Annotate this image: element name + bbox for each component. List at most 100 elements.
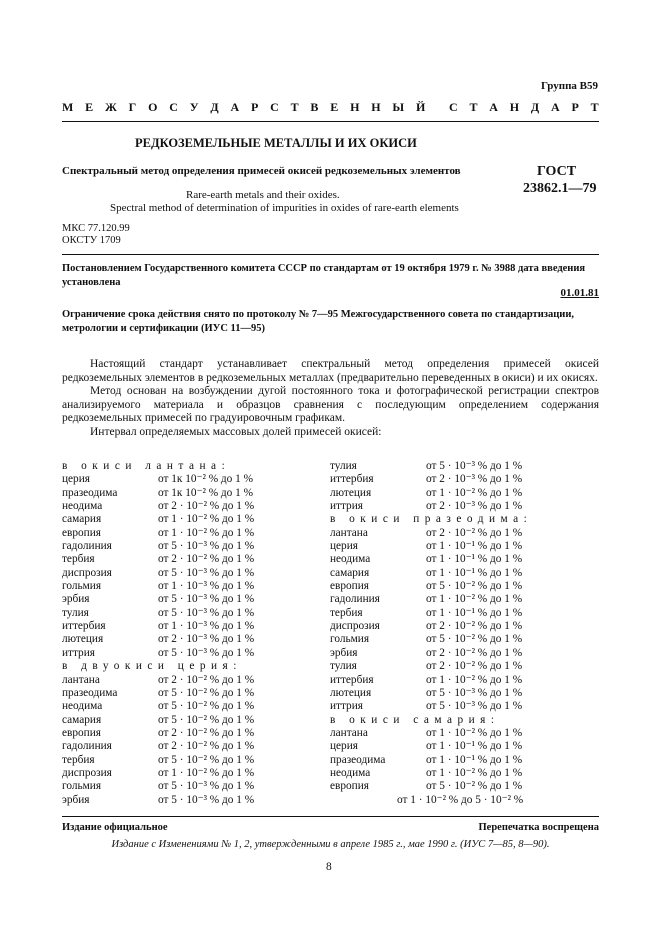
range-text: от 5 · 10⁻² % до 1 % <box>158 753 255 766</box>
element-name: иттербия <box>62 620 106 633</box>
range-text: от 5 · 10⁻³ % до 1 % <box>158 780 255 793</box>
range-text: от 1 · 10⁻² % до 1 % <box>158 766 255 779</box>
list-item: иттрия от 5 · 10⁻³ % до 1 % <box>62 647 302 660</box>
heading-letter: Н <box>350 100 360 114</box>
heading-letter: Т <box>290 100 299 114</box>
list-item: лютеция от 1 · 10⁻² % до 1 % <box>330 487 570 500</box>
range-text: от 1 · 10⁻³ % до 1 % <box>158 620 255 633</box>
document-title: РЕДКОЗЕМЕЛЬНЫЕ МЕТАЛЛЫ И ИХ ОКИСИ <box>135 136 417 150</box>
list-item: от 1 · 10⁻² % до 5 · 10⁻² % <box>330 794 570 807</box>
range-text: от 5 · 10⁻² % до 1 % <box>158 713 255 726</box>
element-name: европия <box>62 726 101 739</box>
element-name: лантана <box>330 726 368 739</box>
range-text: от 1 · 10⁻¹ % до 1 % <box>426 740 523 753</box>
list-item: церия от 1 · 10⁻¹ % до 1 % <box>330 740 570 753</box>
range-text: от 2 · 10⁻³ % до 1 % <box>426 473 523 486</box>
list-item: самария от 5 · 10⁻² % до 1 % <box>62 714 302 727</box>
heading-letter: Й <box>415 100 426 114</box>
heading-letter: Т <box>469 100 478 114</box>
range-text: от 2 · 10⁻² % до 1 % <box>426 526 523 539</box>
list-item: тулия от 2 · 10⁻² % до 1 % <box>330 660 570 673</box>
okstu-code: ОКСТУ 1709 <box>62 235 121 246</box>
range-text: от 2 · 10⁻² % до 1 % <box>426 660 523 673</box>
element-name: лютеция <box>330 686 372 699</box>
page-number: 8 <box>326 861 332 873</box>
edition-note: Издание с Изменениями № 1, 2, утвержденн… <box>111 839 550 850</box>
range-text: от 5 · 10⁻³ % до 1 % <box>426 700 523 713</box>
element-name: эрбия <box>62 793 90 806</box>
list-item: диспрозия от 2 · 10⁻² % до 1 % <box>330 620 570 633</box>
introduction-date: 01.01.81 <box>560 287 600 299</box>
list-item: лантана от 2 · 10⁻² % до 1 % <box>330 527 570 540</box>
heading-letter: Д <box>210 100 219 114</box>
element-name: тербия <box>62 553 95 566</box>
heading-letter: Е <box>85 100 94 114</box>
list-item: эрбия от 5 · 10⁻³ % до 1 % <box>62 593 302 606</box>
heading-letter: Г <box>128 100 137 114</box>
heading-letter: Р <box>571 100 579 114</box>
range-text: от 2 · 10⁻² % до 1 % <box>158 673 255 686</box>
heading-letter: Н <box>509 100 520 114</box>
element-name: неодима <box>330 766 371 779</box>
range-text: от 5 · 10⁻³ % до 1 % <box>158 646 255 659</box>
list-item: гольмия от 1 · 10⁻³ % до 1 % <box>62 580 302 593</box>
range-text: от 1 · 10⁻² % до 1 % <box>158 526 255 539</box>
element-name: празеодима <box>62 686 118 699</box>
heading-letter: Ы <box>392 100 405 114</box>
list-item: тулия от 5 · 10⁻³ % до 1 % <box>62 607 302 620</box>
heading-letter: У <box>189 100 199 114</box>
group-code: Группа В59 <box>540 80 598 92</box>
heading-letter: Р <box>250 100 259 114</box>
range-text: от 1 · 10⁻¹ % до 1 % <box>426 540 523 553</box>
heading-letter: А <box>489 100 498 114</box>
range-text: от 1 · 10⁻² % до 1 % <box>426 726 523 739</box>
list-item: иттербия от 1 · 10⁻² % до 1 % <box>330 674 570 687</box>
list-item: празеодима от 1к 10⁻² % до 1 % <box>62 487 302 500</box>
reprint-prohibited: Перепечатка воспрещена <box>478 822 599 833</box>
range-text: от 1к 10⁻² % до 1 % <box>158 486 254 499</box>
list-item: самария от 1 · 10⁻² % до 1 % <box>62 513 302 526</box>
range-text: от 1 · 10⁻² % до 1 % <box>158 513 255 526</box>
range-text: от 2 · 10⁻³ % до 1 % <box>158 633 255 646</box>
range-text: от 1 · 10⁻¹ % до 1 % <box>426 753 523 766</box>
list-item: гадолиния от 5 · 10⁻³ % до 1 % <box>62 540 302 553</box>
range-text: от 5 · 10⁻³ % до 1 % <box>426 686 523 699</box>
range-text: от 5 · 10⁻² % до 1 % <box>158 686 255 699</box>
heading-letter: Ж <box>104 100 117 114</box>
range-text: от 1 · 10⁻² % до 5 · 10⁻² % <box>397 793 524 806</box>
range-text: от 2 · 10⁻² % до 1 % <box>158 553 255 566</box>
element-name: церия <box>330 540 358 553</box>
list-item: лютеция от 2 · 10⁻³ % до 1 % <box>62 633 302 646</box>
heading-letter: Е <box>330 100 339 114</box>
range-text: от 2 · 10⁻² % до 1 % <box>158 740 255 753</box>
range-text: от 5 · 10⁻³ % до 1 % <box>158 540 255 553</box>
body-text: Настоящий стандарт устанавливает спектра… <box>62 358 599 440</box>
official-edition: Издание официальное <box>62 822 168 833</box>
element-name: тулия <box>330 660 357 673</box>
range-text: от 2 · 10⁻² % до 1 % <box>426 620 523 633</box>
list-item: европия от 5 · 10⁻² % до 1 % <box>330 780 570 793</box>
element-name: лютеция <box>62 633 104 646</box>
element-name: неодима <box>62 500 103 513</box>
list-item: неодима от 2 · 10⁻² % до 1 % <box>62 500 302 513</box>
gost-label: ГОСТ <box>537 164 577 179</box>
element-name: иттербия <box>330 673 374 686</box>
heading-letter: О <box>148 100 158 114</box>
heading-letter: С <box>270 100 279 114</box>
element-name: самария <box>330 566 370 579</box>
element-name: иттрия <box>330 500 363 513</box>
list-item: гадолиния от 2 · 10⁻² % до 1 % <box>62 740 302 753</box>
list-item: диспрозия от 1 · 10⁻² % до 1 % <box>62 767 302 780</box>
element-name: эрбия <box>330 646 358 659</box>
element-name: лантана <box>330 526 368 539</box>
list-item: гольмия от 5 · 10⁻² % до 1 % <box>330 633 570 646</box>
gost-designation: ГОСТ 23862.1—79 <box>523 163 597 197</box>
left-impurity-list: в окиси лантана: церия от 1к 10⁻² % до 1 %… <box>62 460 302 807</box>
list-item: неодима от 5 · 10⁻² % до 1 % <box>62 700 302 713</box>
document-subtitle: Спектральный метод определения примесей … <box>62 165 461 177</box>
element-name: диспрозия <box>62 566 112 579</box>
element-name: тулия <box>330 460 357 472</box>
list-item: гольмия от 5 · 10⁻³ % до 1 % <box>62 780 302 793</box>
range-text: от 1 · 10⁻² % до 1 % <box>426 766 523 779</box>
